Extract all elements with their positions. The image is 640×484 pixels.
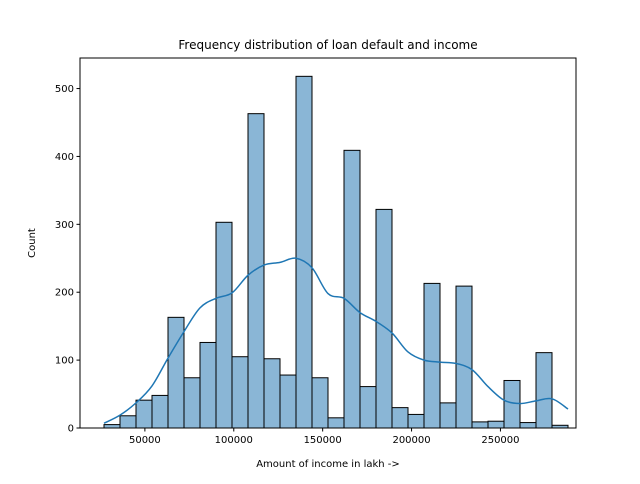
x-tick-label-4: 250000 xyxy=(481,435,519,446)
y-tick-label-5: 500 xyxy=(55,84,74,95)
x-tick-label-0: 50000 xyxy=(129,435,161,446)
bars-layer xyxy=(103,75,569,429)
histogram-bar-18 xyxy=(391,407,409,429)
histogram-bar-27 xyxy=(535,352,553,429)
histogram-bar-16 xyxy=(359,386,377,429)
histogram-bar-21 xyxy=(439,402,457,429)
histogram-bar-24 xyxy=(487,420,505,429)
axes-layer: 50000 100000 150000 200000 250000 0 100 200 300 4… xyxy=(55,84,520,446)
y-tick-label-4: 400 xyxy=(55,152,74,163)
x-tick-label-2: 150000 xyxy=(304,435,342,446)
y-axis-label: Count xyxy=(27,228,38,258)
histogram-bar-2 xyxy=(135,399,153,429)
histogram-bar-9 xyxy=(247,113,265,429)
chart-title: Frequency distribution of loan default a… xyxy=(178,38,477,52)
plot-frame xyxy=(79,57,577,429)
histogram-bar-25 xyxy=(503,379,521,429)
y-tick-label-1: 100 xyxy=(55,356,74,367)
histogram-bar-6 xyxy=(199,341,217,429)
histogram-bar-23 xyxy=(471,421,489,429)
histogram-bar-3 xyxy=(151,394,169,429)
histogram-bar-20 xyxy=(423,282,441,429)
histogram-bar-14 xyxy=(327,417,345,429)
histogram-bar-17 xyxy=(375,208,393,429)
x-tick-label-3: 200000 xyxy=(392,435,430,446)
kde-layer xyxy=(103,257,569,424)
x-axis-label: Amount of income in lakh -> xyxy=(256,459,400,470)
x-tick-label-1: 100000 xyxy=(215,435,253,446)
histogram-bar-26 xyxy=(519,422,537,429)
histogram-bar-15 xyxy=(343,149,361,429)
histogram-bar-19 xyxy=(407,413,425,429)
y-tick-label-3: 300 xyxy=(55,220,74,231)
histogram-bar-8 xyxy=(231,356,249,429)
histogram-bar-10 xyxy=(263,358,281,429)
y-tick-label-2: 200 xyxy=(55,288,74,299)
histogram-bar-7 xyxy=(215,221,233,429)
histogram-bar-22 xyxy=(455,285,473,429)
histogram-bar-12 xyxy=(295,75,313,429)
histogram-bar-5 xyxy=(183,377,201,429)
histogram-bar-1 xyxy=(119,415,137,429)
kde-curve xyxy=(103,257,569,424)
histogram-bar-0 xyxy=(103,424,121,429)
histogram-bar-11 xyxy=(279,374,297,429)
histogram-bar-13 xyxy=(311,377,329,429)
y-tick-label-0: 0 xyxy=(68,424,74,435)
histogram-bar-4 xyxy=(167,316,185,429)
